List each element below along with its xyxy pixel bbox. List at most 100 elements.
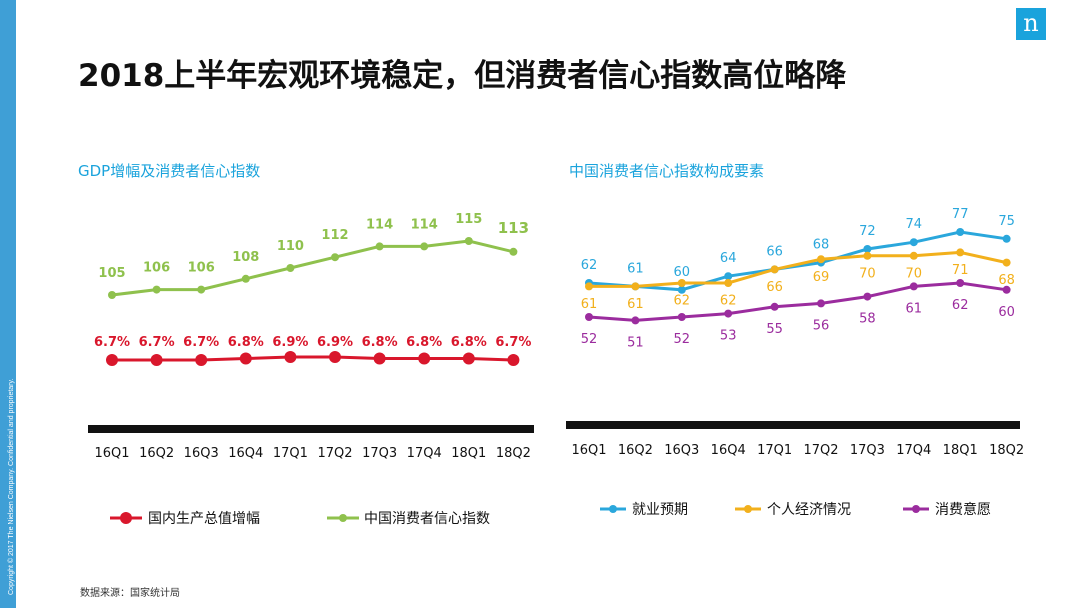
finance-data-label: 69 [813, 270, 830, 285]
finance-point [585, 282, 593, 291]
cci-data-label: 105 [98, 266, 125, 281]
cci-point [509, 247, 518, 256]
page-title: 2018上半年宏观环境稳定，但消费者信心指数高位略降 [78, 58, 847, 94]
spending-data-label: 55 [766, 322, 783, 337]
finance-data-label: 70 [859, 266, 876, 281]
finance-data-label: 68 [998, 273, 1015, 288]
cci-point [108, 291, 116, 299]
left-x-tick-label: 16Q3 [184, 446, 219, 461]
spending-point [817, 299, 825, 308]
gdp-data-label: 6.7% [94, 335, 130, 350]
finance-point [1002, 258, 1011, 267]
finance-point [724, 279, 733, 287]
spending-point [585, 313, 593, 321]
cci-point [375, 242, 384, 251]
cci-point [197, 285, 206, 294]
employment-data-label: 64 [720, 251, 737, 266]
cci-point [241, 274, 250, 283]
gdp-point [329, 351, 341, 363]
employment-data-label: 60 [674, 265, 691, 280]
employment-data-label: 77 [952, 207, 969, 222]
right-x-tick-label: 18Q2 [989, 443, 1024, 458]
employment-legend-label: 就业预期 [632, 502, 688, 518]
left-x-tick-label: 16Q2 [139, 446, 174, 461]
left-x-tick-label: 17Q4 [407, 446, 442, 461]
gdp-data-label: 6.9% [272, 335, 308, 350]
finance-data-label: 70 [906, 266, 923, 281]
finance-point [677, 279, 686, 287]
gdp-point [195, 354, 208, 366]
employment-data-label: 62 [581, 258, 598, 273]
cci-legend-marker [339, 514, 347, 522]
spending-data-label: 60 [998, 305, 1015, 320]
gdp-point [462, 352, 475, 365]
spending-data-label: 56 [813, 318, 830, 333]
employment-data-label: 61 [627, 261, 644, 276]
cci-point [331, 253, 339, 262]
cci-data-label: 113 [498, 219, 529, 237]
cci-data-label: 114 [411, 217, 438, 232]
right-x-tick-label: 17Q2 [803, 443, 838, 458]
employment-point [677, 285, 686, 294]
right-x-tick-label: 16Q1 [571, 443, 606, 458]
cci-data-label: 115 [455, 212, 482, 227]
left-x-tick-label: 16Q4 [228, 446, 263, 461]
spending-legend-label: 消费意愿 [935, 501, 991, 518]
left-x-tick-label: 17Q2 [317, 446, 352, 461]
data-source: 数据来源：国家统计局 [80, 588, 180, 599]
employment-legend-marker [609, 505, 617, 513]
gdp-data-label: 6.7% [139, 335, 175, 350]
gdp-data-label: 6.8% [406, 335, 442, 350]
left-x-tick-label: 18Q1 [451, 446, 486, 461]
employment-point [724, 272, 733, 281]
gdp-data-label: 6.7% [495, 335, 531, 350]
cci-point [420, 242, 429, 251]
gdp-line [112, 355, 514, 362]
spending-data-label: 61 [906, 301, 923, 316]
finance-data-label: 62 [720, 294, 737, 309]
gdp-point [150, 354, 163, 366]
right-x-tick-label: 17Q4 [896, 443, 931, 458]
spending-data-label: 52 [674, 332, 691, 347]
spending-point [770, 302, 779, 311]
finance-data-label: 71 [952, 263, 969, 278]
spending-point [631, 316, 640, 325]
right-x-tick-label: 17Q3 [850, 443, 885, 458]
gdp-data-label: 6.8% [228, 335, 264, 350]
finance-data-label: 61 [581, 297, 598, 312]
gdp-data-label: 6.9% [317, 335, 353, 350]
spending-legend-marker [912, 505, 920, 513]
employment-line [588, 230, 1007, 292]
cci-data-label: 110 [277, 239, 304, 254]
employment-point [956, 228, 965, 236]
left-x-axis [88, 425, 534, 433]
spending-data-label: 58 [859, 312, 876, 327]
employment-data-label: 75 [998, 214, 1015, 229]
spending-point [677, 313, 686, 321]
cci-point [152, 285, 161, 294]
left-x-tick-label: 16Q1 [94, 446, 129, 461]
cci-data-label: 106 [188, 261, 215, 276]
finance-legend-label: 个人经济情况 [767, 502, 851, 518]
right-x-axis [566, 421, 1020, 429]
gdp-point [507, 354, 520, 366]
left-x-tick-label: 17Q3 [362, 446, 397, 461]
finance-point [909, 251, 918, 260]
finance-point [770, 265, 779, 274]
finance-data-label: 62 [674, 294, 691, 309]
side-strip: Copyright © 2017 The Nielsen Company. Co… [0, 0, 16, 608]
finance-point [863, 251, 872, 260]
spending-point [909, 282, 918, 291]
cci-point [464, 237, 473, 245]
spending-data-label: 51 [627, 335, 644, 350]
gdp-data-label: 6.7% [183, 335, 219, 350]
right-x-tick-label: 17Q1 [757, 443, 792, 458]
employment-data-label: 72 [859, 224, 876, 239]
employment-data-label: 68 [813, 238, 830, 253]
cci-data-label: 114 [366, 217, 393, 232]
employment-point [909, 238, 918, 247]
finance-legend-marker [744, 505, 752, 513]
employment-point [1002, 234, 1011, 243]
spending-line [588, 281, 1007, 322]
